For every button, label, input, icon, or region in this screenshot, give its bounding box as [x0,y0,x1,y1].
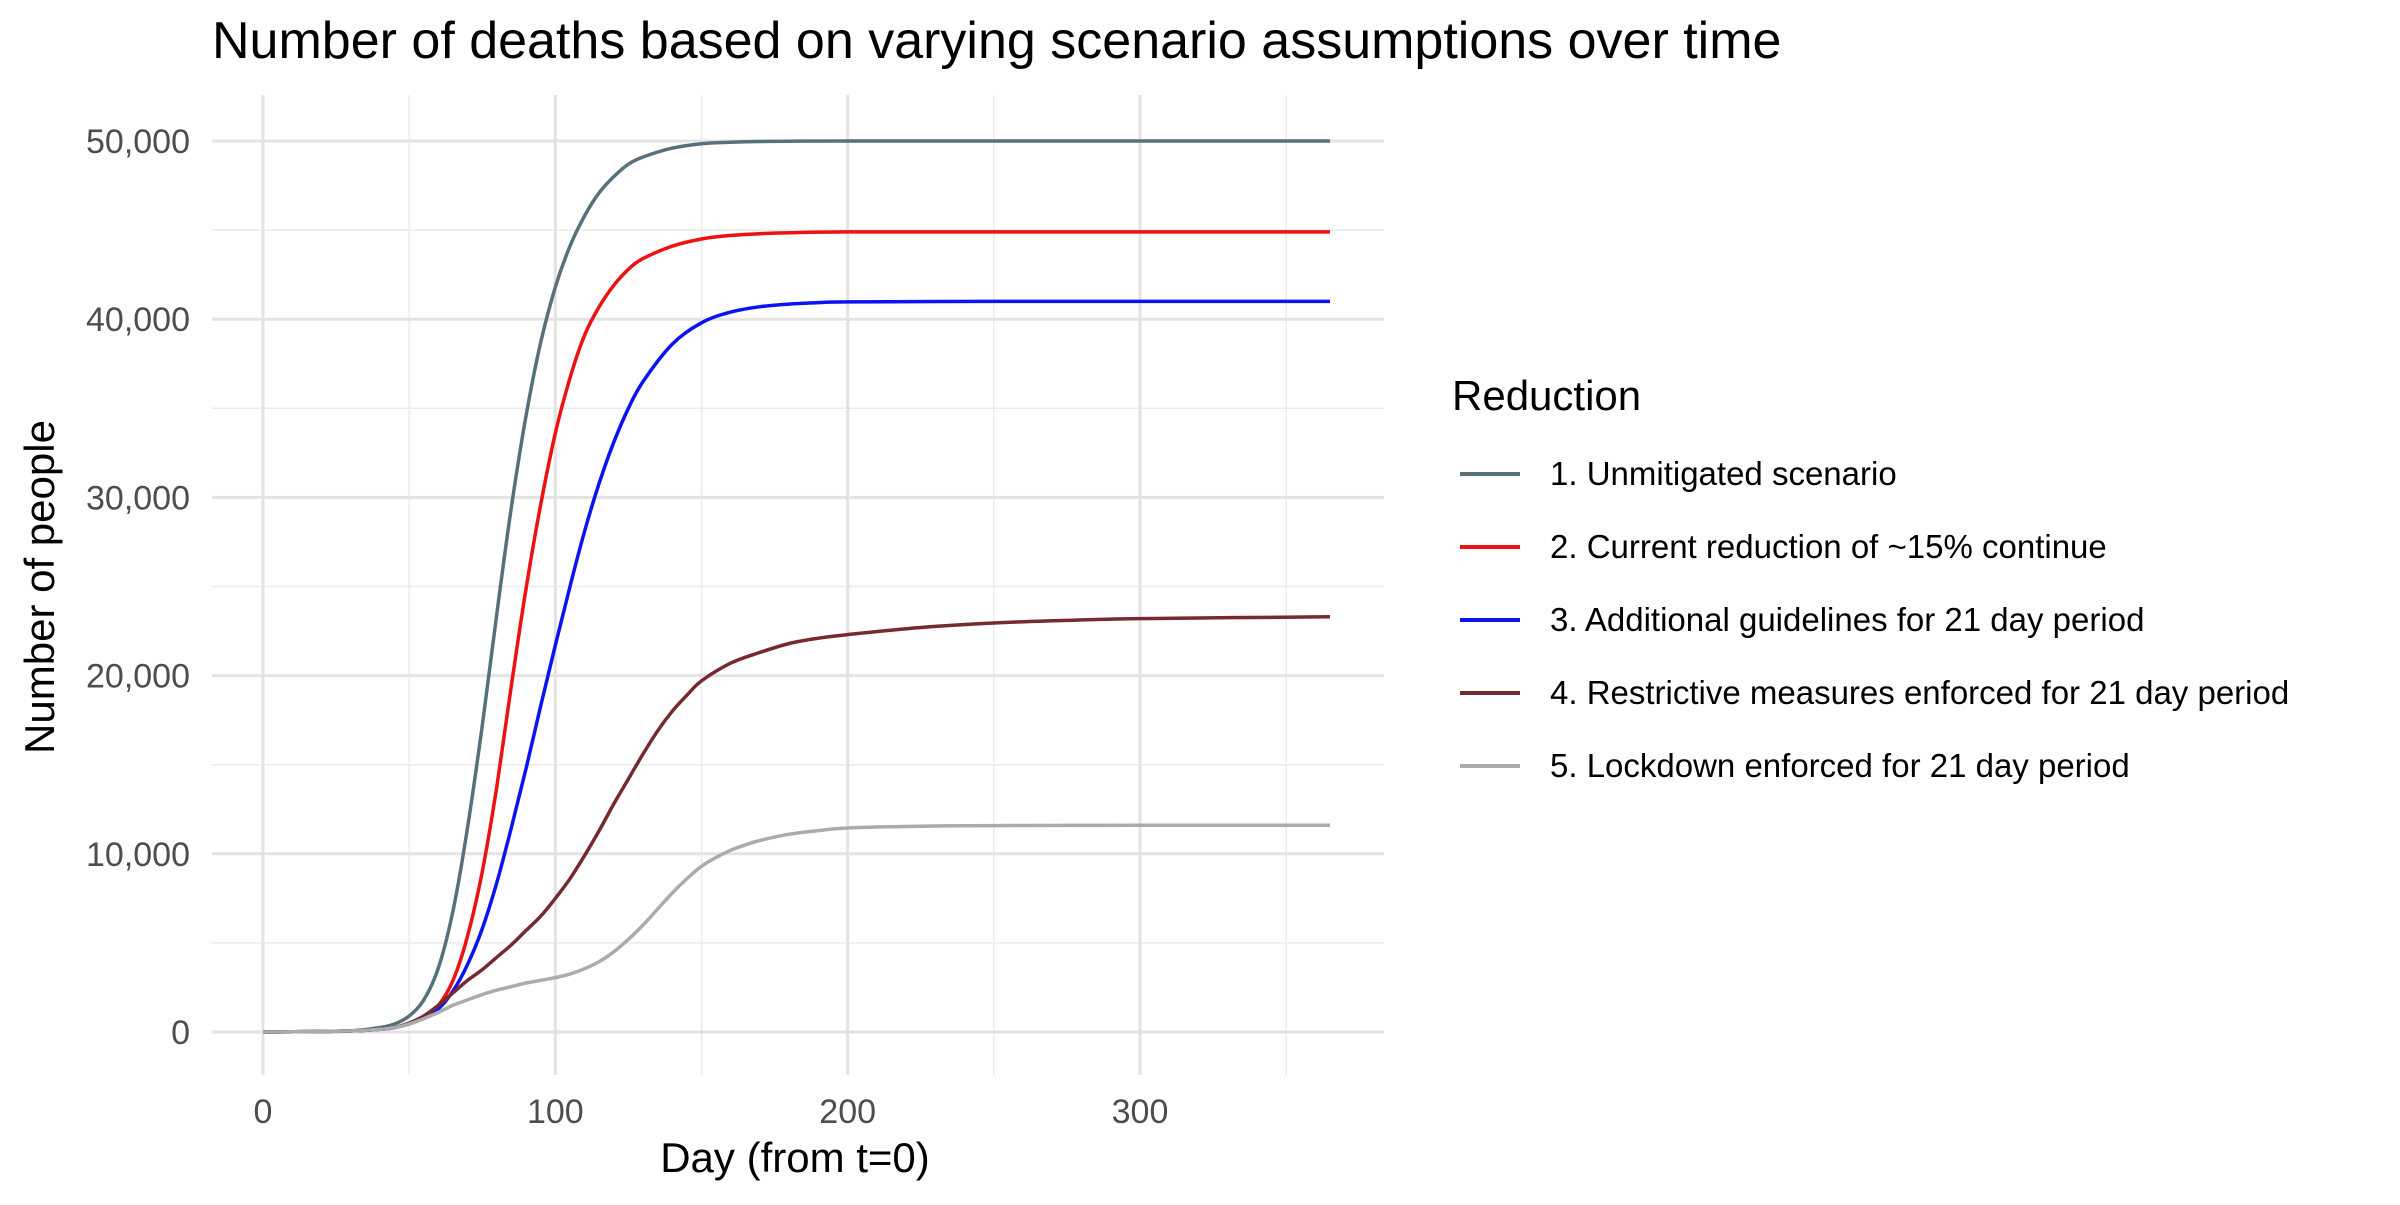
x-tick-label: 100 [527,1093,584,1131]
y-tick-label: 30,000 [86,479,190,517]
series-line [262,230,1330,1034]
series-line [262,823,1331,1034]
series-line [262,615,1331,1034]
legend-label: 4. Restrictive measures enforced for 21 … [1550,674,2289,711]
legend: Reduction 1. Unmitigated scenario 2. Curr… [1452,372,2289,784]
grid [212,95,1384,1075]
axes: 0 100 200 300 0 10,000 20,000 30,000 40,000 50,00… [86,123,1168,1131]
y-tick-label: 40,000 [86,301,190,339]
x-axis-label: Day (from t=0) [660,1134,930,1181]
y-axis-label: Number of people [16,420,63,754]
legend-label: 2. Current reduction of ~15% continue [1550,528,2107,565]
legend-title: Reduction [1452,372,1641,419]
y-tick-label: 0 [171,1014,190,1052]
chart-title: Number of deaths based on varying scenar… [212,12,1781,70]
y-tick-label: 20,000 [86,658,190,696]
x-tick-label: 300 [1112,1093,1169,1131]
series-line [262,139,1330,1034]
legend-label: 1. Unmitigated scenario [1550,455,1897,492]
series-lines [262,139,1331,1034]
y-tick-label: 50,000 [86,123,190,161]
legend-label: 3. Additional guidelines for 21 day peri… [1550,601,2144,638]
legend-label: 5. Lockdown enforced for 21 day period [1550,747,2130,784]
x-tick-label: 200 [819,1093,876,1131]
series-line [262,299,1330,1034]
x-tick-label: 0 [254,1093,273,1131]
y-tick-label: 10,000 [86,836,190,874]
